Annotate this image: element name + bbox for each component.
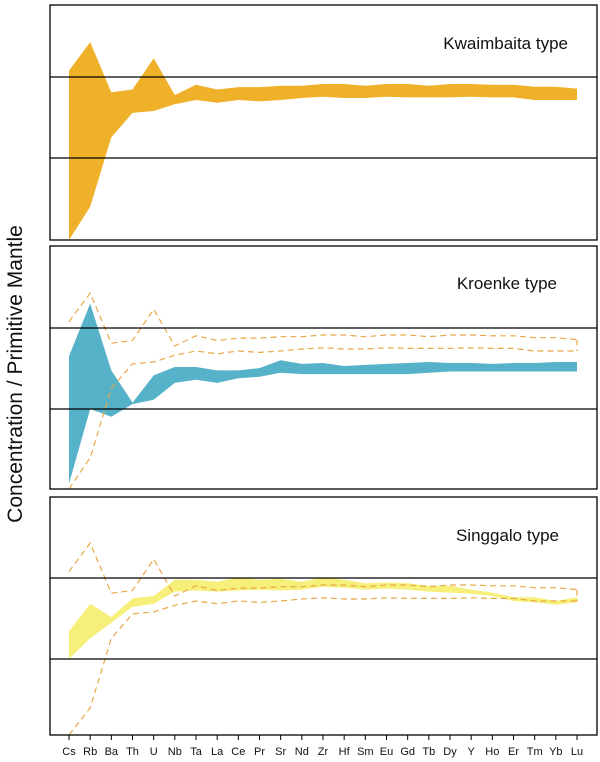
x-tick-label-lu: Lu — [571, 746, 583, 758]
x-tick-label-rb: Rb — [83, 746, 97, 758]
x-tick-label-cs: Cs — [62, 746, 76, 758]
x-tick-label-eu: Eu — [380, 746, 393, 758]
x-tick-label-ce: Ce — [231, 746, 245, 758]
panel-title-kroenke: Kroenke type — [457, 274, 557, 293]
x-axis: Cs Rb Ba Th U Nb Ta La Ce Pr Sr Nd Zr Hf Sm Eu Gd Tb Dy Y Ho… — [62, 735, 583, 758]
panel-singgalo: Singgalo type — [49, 496, 598, 736]
envelope-lower-1 — [68, 347, 577, 489]
x-tick-label-th: Th — [126, 746, 139, 758]
panel-title-kwaimbaita: Kwaimbaita type — [443, 34, 568, 53]
envelope-upper-2 — [68, 541, 578, 597]
x-tick-label-gd: Gd — [400, 746, 415, 758]
panel-kwaimbaita: Kwaimbaita type — [49, 4, 598, 241]
panel-kroenke: Kroenke type — [49, 245, 598, 490]
x-tick-label-pr: Pr — [254, 746, 265, 758]
panel-frame — [49, 245, 598, 490]
x-tick-label-er: Er — [508, 746, 519, 758]
envelope-lower-2 — [68, 597, 577, 735]
x-tick-label-tm: Tm — [527, 746, 543, 758]
panel-frame — [49, 4, 598, 241]
envelope-upper-1 — [68, 291, 578, 347]
x-tick-label-nd: Nd — [295, 746, 309, 758]
x-tick-label-dy: Dy — [443, 746, 457, 758]
x-tick-label-sr: Sr — [275, 746, 286, 758]
x-tick-label-tb: Tb — [422, 746, 435, 758]
band-2 — [69, 577, 577, 659]
x-tick-label-y: Y — [467, 746, 475, 758]
x-tick-label-yb: Yb — [549, 746, 562, 758]
band-0 — [69, 42, 577, 240]
x-tick-label-hf: Hf — [339, 746, 351, 758]
x-tick-label-ta: Ta — [190, 746, 203, 758]
x-tick-label-sm: Sm — [357, 746, 374, 758]
panel-title-singgalo: Singgalo type — [456, 526, 559, 545]
x-tick-label-la: La — [211, 746, 224, 758]
x-tick-label-ba: Ba — [105, 746, 119, 758]
x-tick-label-ho: Ho — [485, 746, 499, 758]
x-tick-label-nb: Nb — [168, 746, 182, 758]
x-tick-label-u: U — [150, 746, 158, 758]
x-tick-label-zr: Zr — [318, 746, 329, 758]
band-1 — [69, 303, 577, 484]
y-axis-label: Concentration / Primitive Mantle — [4, 225, 27, 523]
